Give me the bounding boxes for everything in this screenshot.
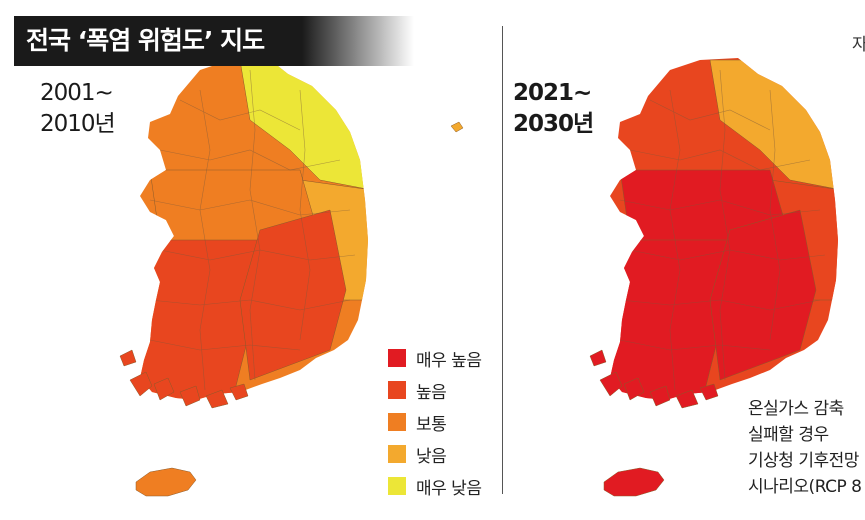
scenario-line-3: 기상청 기후전망	[748, 451, 859, 471]
scenario-line-4: 시나리오(RCP 8	[748, 477, 862, 497]
legend-swatch	[388, 413, 406, 431]
island-southwest-2-r	[623, 377, 645, 401]
island-southeast-2	[229, 383, 249, 401]
island-southeast-1-r	[675, 389, 699, 409]
period-right-line2: 2030년	[513, 111, 594, 137]
map-2001-2010	[119, 58, 464, 497]
island-jeju	[135, 467, 197, 497]
island-southeast-2-r	[699, 383, 719, 401]
island-southwest-4-r	[589, 349, 607, 367]
island-southwest-1	[129, 371, 153, 397]
map-2021-2030	[589, 58, 838, 497]
legend-swatch	[388, 381, 406, 399]
legend-item-high: 높음	[388, 378, 447, 403]
period-right-line1: 2021~	[513, 80, 592, 106]
scenario-line-1: 온실가스 감축	[748, 399, 844, 419]
legend-swatch	[388, 477, 406, 495]
period-left-line2: 2010년	[40, 111, 116, 137]
island-southwest-4	[119, 349, 137, 367]
zone-southwest	[140, 239, 261, 400]
legend-swatch	[388, 349, 406, 367]
island-southwest-3-r	[649, 385, 671, 407]
island-southwest-2	[153, 377, 175, 401]
zone-southeast	[239, 209, 347, 381]
island-ulleungdo	[450, 121, 464, 133]
figure-title: 전국 ‘폭염 위험도’ 지도	[26, 26, 265, 55]
title-bar	[14, 16, 414, 66]
island-southeast-1	[205, 389, 229, 409]
island-jeju-r	[603, 467, 665, 497]
legend-label: 낮음	[416, 446, 447, 467]
legend-item-medium: 보통	[388, 410, 447, 435]
legend-label: 높음	[416, 382, 447, 403]
legend-label: 매우 높음	[416, 350, 482, 371]
legend-swatch	[388, 445, 406, 463]
legend-label: 보통	[416, 414, 447, 435]
map-divider	[502, 26, 503, 494]
period-label-right: 2021~ 2030년	[513, 78, 594, 140]
zone-southeast-r	[709, 209, 817, 381]
scenario-line-2: 실패할 경우	[748, 425, 829, 445]
legend-item-low: 낮음	[388, 442, 447, 467]
scenario-note: 온실가스 감축 실패할 경우 기상청 기후전망 시나리오(RCP 8	[748, 396, 862, 500]
cropped-corner-text: 자	[852, 35, 865, 55]
island-southwest-1-r	[599, 371, 623, 397]
period-left-line1: 2001~	[40, 80, 114, 106]
legend-label: 매우 낮음	[416, 478, 482, 499]
legend-item-very-high: 매우 높음	[388, 346, 482, 371]
legend-item-very-low: 매우 낮음	[388, 474, 482, 499]
period-label-left: 2001~ 2010년	[40, 78, 116, 140]
island-southwest-3	[179, 385, 201, 407]
zone-southwest-r	[610, 239, 731, 400]
